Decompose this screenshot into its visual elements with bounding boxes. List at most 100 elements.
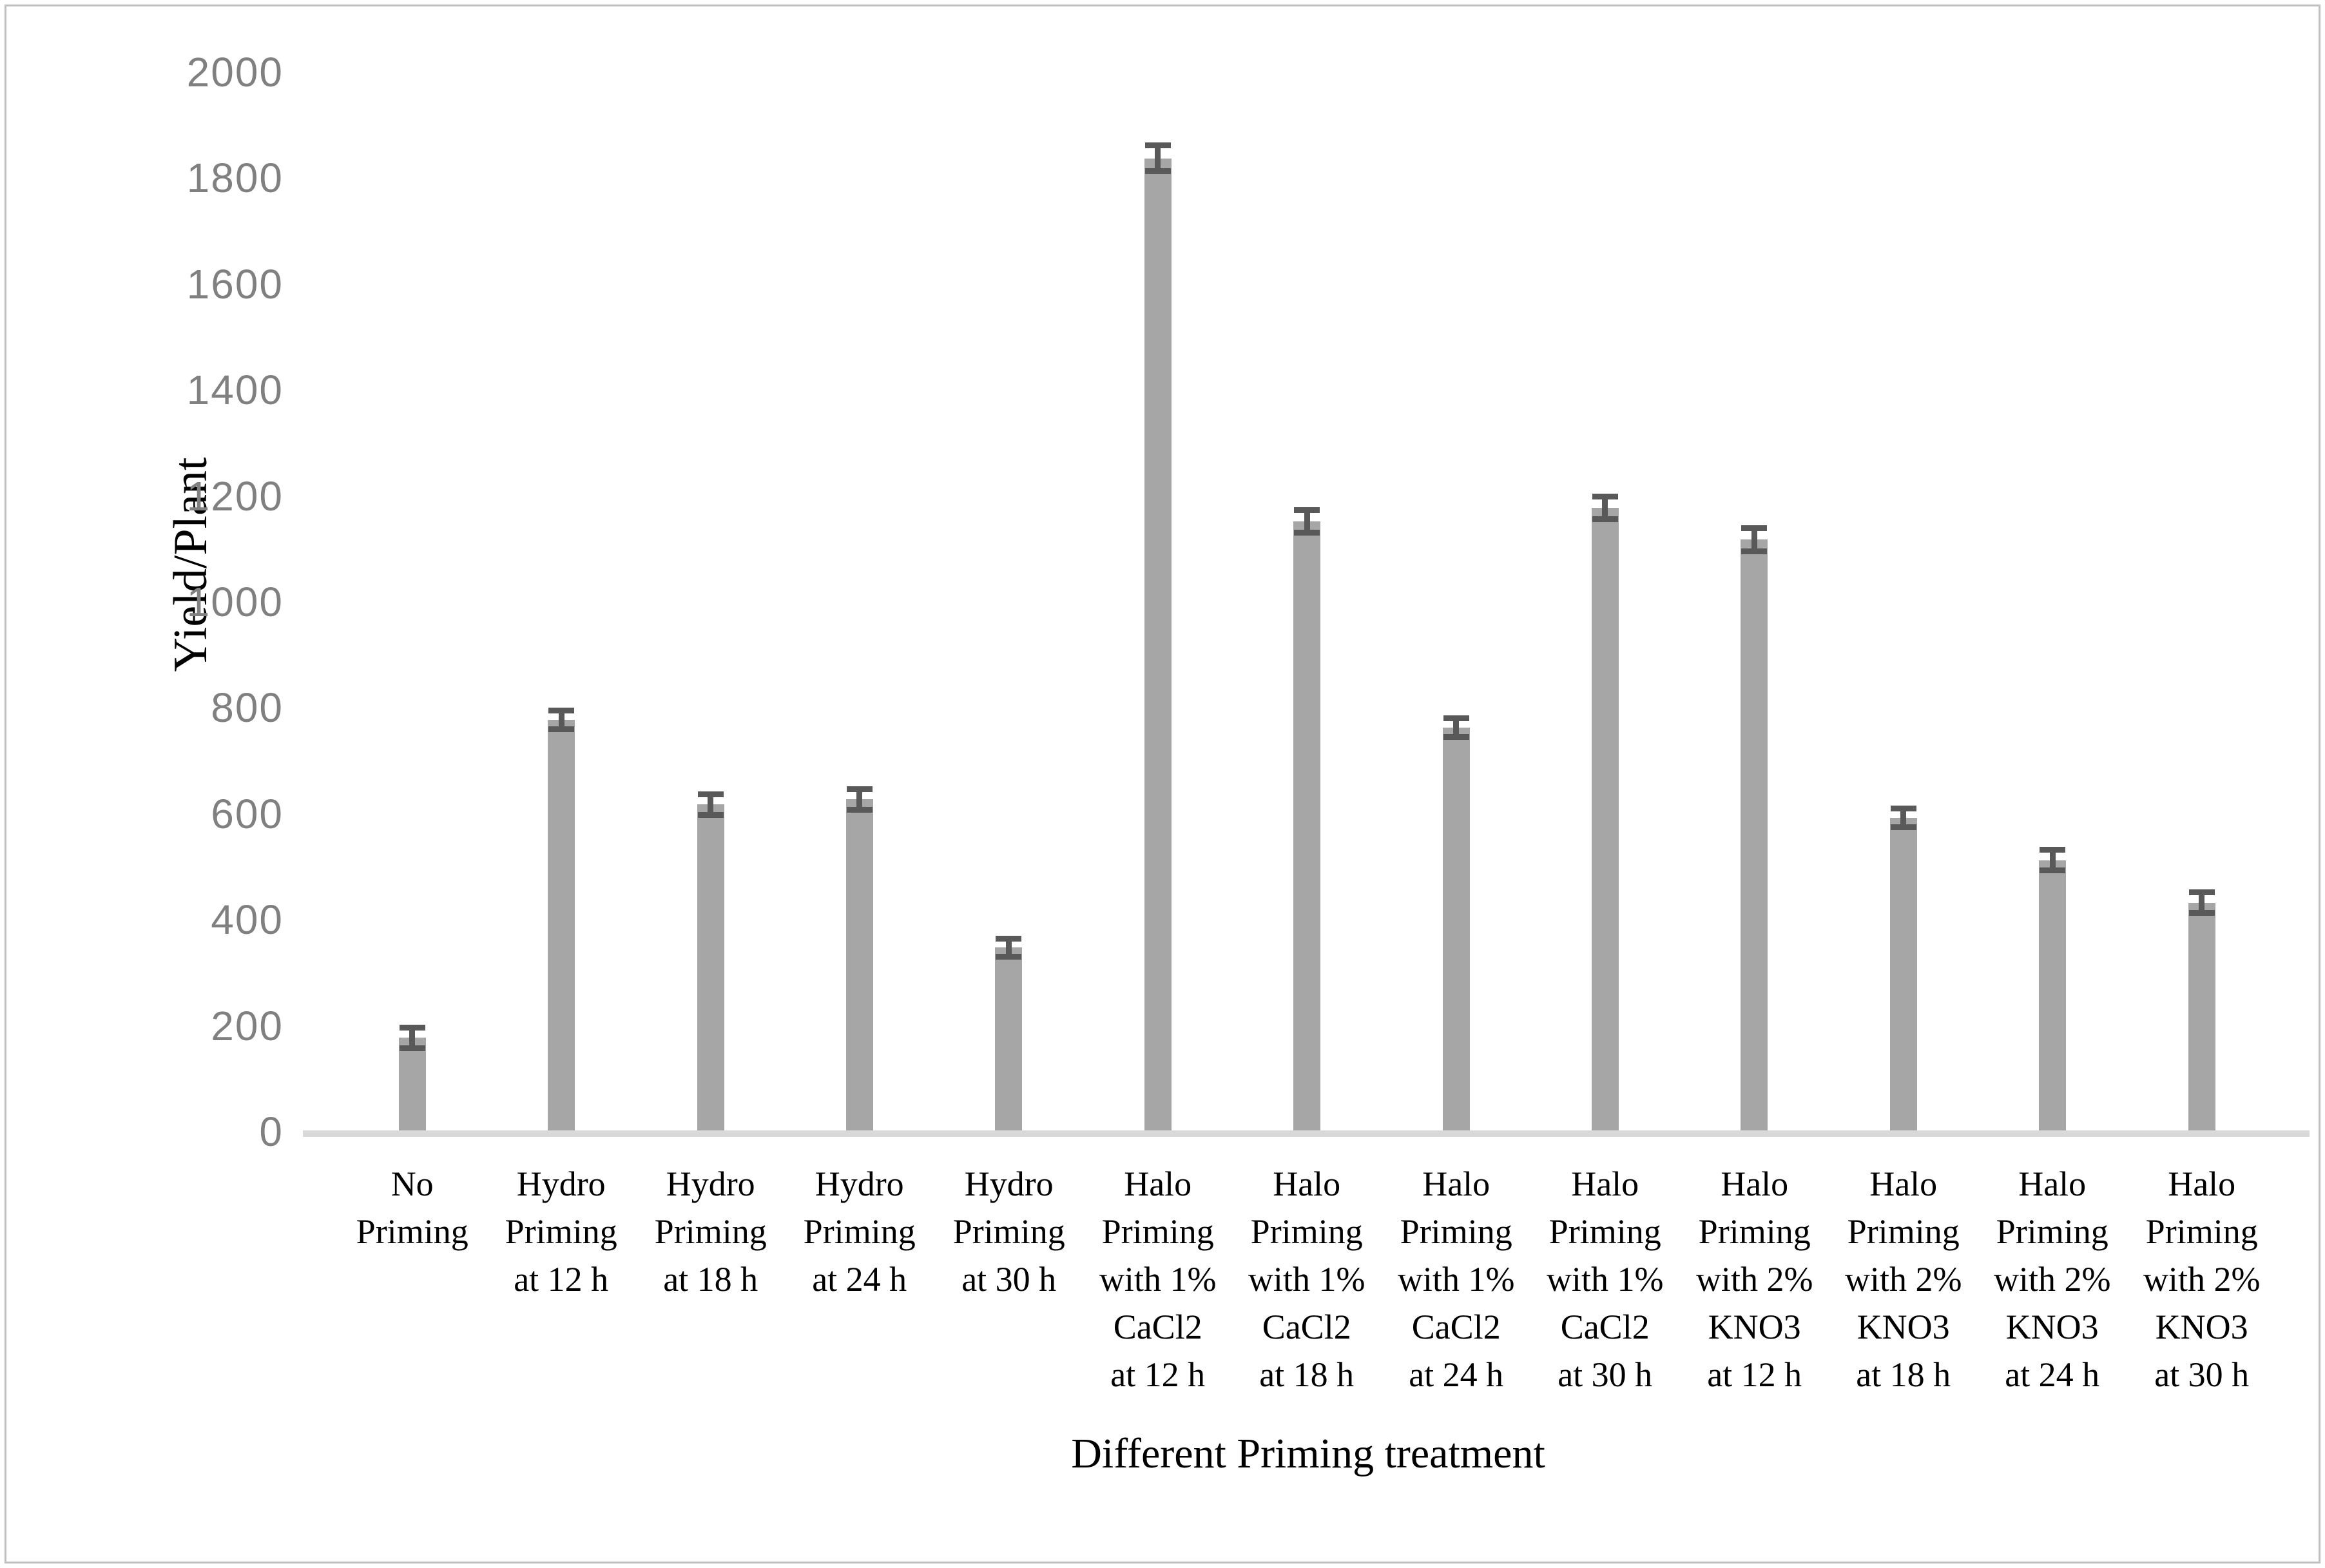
x-axis-tick-label-line: Priming — [1101, 1212, 1214, 1251]
bar — [697, 804, 724, 1130]
x-axis-line — [303, 1130, 2310, 1137]
x-axis-tick-label-line: at 18 h — [1259, 1355, 1355, 1394]
y-axis-tick-label: 400 — [211, 896, 284, 944]
error-bar-line — [1602, 496, 1608, 519]
x-axis-tick-label-line: Priming — [1698, 1212, 1811, 1251]
bar — [995, 947, 1022, 1130]
x-axis-tick-label: Hydro Priming at 30 h — [931, 1160, 1086, 1303]
x-axis-tick-label-line: at 24 h — [812, 1260, 907, 1299]
error-bar-cap-top — [1294, 507, 1320, 513]
y-axis-tick-label: 0 — [259, 1108, 284, 1155]
x-axis-tick-label-line: Priming — [1250, 1212, 1363, 1251]
x-axis-tick-label-line: at 30 h — [1558, 1355, 1653, 1394]
x-axis-tick-label-line: Hydro — [964, 1165, 1054, 1203]
error-bar-cap-top — [400, 1025, 425, 1031]
x-axis-tick-label-line: at 24 h — [2005, 1355, 2100, 1394]
x-axis-tick-label-line: No — [391, 1165, 434, 1203]
error-bar-cap-top — [1145, 142, 1171, 148]
x-axis-tick-label-line: with 2% — [2143, 1260, 2261, 1299]
y-axis-tick-label: 1400 — [186, 367, 284, 414]
x-axis-tick-label-line: Halo — [1869, 1165, 1938, 1203]
error-bar-line — [559, 710, 564, 730]
error-bar-cap-top — [698, 791, 724, 797]
x-axis-tick-label-line: with 1% — [1248, 1260, 1365, 1299]
x-axis-tick-label: Halo Priming with 1% CaCl2 at 12 h — [1080, 1160, 1235, 1399]
y-axis-tick-label: 1800 — [186, 155, 284, 202]
x-axis-tick-label: Halo Priming with 1% CaCl2 at 24 h — [1378, 1160, 1534, 1399]
error-bar-cap-top — [548, 708, 574, 713]
error-bar-cap-top — [996, 936, 1021, 942]
error-bar-cap-bottom — [1145, 168, 1171, 174]
x-axis-tick-label-line: Priming — [1548, 1212, 1661, 1251]
y-axis-tick-label: 200 — [211, 1002, 284, 1049]
x-axis-tick-label-line: KNO3 — [2005, 1308, 2099, 1346]
figure-border — [5, 5, 2320, 1563]
x-axis-tick-label: Halo Priming with 1% CaCl2 at 30 h — [1527, 1160, 1683, 1399]
x-axis-tick-label-line: at 24 h — [1409, 1355, 1504, 1394]
x-axis-tick-label-line: Halo — [1721, 1165, 1789, 1203]
y-axis-tick-label: 800 — [211, 684, 284, 731]
y-axis-tick-label: 2000 — [186, 49, 284, 95]
x-axis-tick-label-line: Priming — [505, 1212, 617, 1251]
x-axis-tick-label-line: KNO3 — [1857, 1308, 1950, 1346]
x-axis-tick-label-line: at 12 h — [1707, 1355, 1802, 1394]
bar — [1144, 159, 1172, 1130]
x-axis-tick-label-line: Priming — [952, 1212, 1065, 1251]
error-bar-cap-bottom — [1592, 516, 1618, 522]
x-axis-tick-label: Hydro Priming at 24 h — [782, 1160, 937, 1303]
x-axis-tick-label-line: Priming — [654, 1212, 767, 1251]
x-axis-tick-label: Halo Priming with 1% CaCl2 at 18 h — [1229, 1160, 1384, 1399]
bar — [1443, 728, 1470, 1130]
x-axis-tick-label-line: at 30 h — [2154, 1355, 2250, 1394]
error-bar-cap-bottom — [2040, 867, 2065, 873]
error-bar-cap-top — [847, 786, 873, 792]
error-bar-line — [1006, 938, 1012, 957]
error-bar-cap-bottom — [698, 812, 724, 818]
error-bar-cap-top — [1592, 494, 1618, 499]
error-bar-line — [856, 789, 862, 810]
error-bar-cap-bottom — [847, 807, 873, 813]
x-axis-tick-label-line: Halo — [1571, 1165, 1639, 1203]
error-bar-cap-bottom — [400, 1045, 425, 1051]
error-bar-cap-bottom — [1741, 548, 1767, 554]
bar — [846, 799, 873, 1130]
bar — [2188, 903, 2215, 1130]
error-bar-line — [1155, 145, 1161, 171]
x-axis-tick-label-line: Priming — [803, 1212, 916, 1251]
bar — [548, 720, 575, 1130]
x-axis-tick-label: Halo Priming with 2% KNO3 at 12 h — [1677, 1160, 1832, 1399]
x-axis-tick-label-line: Halo — [1273, 1165, 1341, 1203]
error-bar-line — [2199, 892, 2204, 913]
x-axis-tick-label-line: Priming — [1847, 1212, 1960, 1251]
x-axis-tick-label: Hydro Priming at 12 h — [483, 1160, 639, 1303]
x-axis-tick-label: Halo Priming with 2% KNO3 at 24 h — [1974, 1160, 2130, 1399]
error-bar-line — [2050, 849, 2056, 871]
x-axis-title: Different Priming treatment — [1071, 1430, 1545, 1477]
error-bar-cap-top — [1741, 525, 1767, 531]
x-axis-tick-label-line: CaCl2 — [1560, 1308, 1650, 1346]
x-axis-tick-label-line: Halo — [1124, 1165, 1192, 1203]
x-axis-tick-label-line: at 18 h — [663, 1260, 758, 1299]
bar — [1293, 521, 1320, 1130]
x-axis-tick-label-line: CaCl2 — [1262, 1308, 1351, 1346]
x-axis-tick-label-line: KNO3 — [1708, 1308, 1801, 1346]
x-axis-tick-label-line: at 12 h — [514, 1260, 609, 1299]
y-axis-tick-label: 1200 — [186, 472, 284, 519]
error-bar-cap-bottom — [2189, 910, 2215, 916]
x-axis-tick-label-line: with 2% — [1695, 1260, 1813, 1299]
x-axis-tick-label-line: Priming — [1400, 1212, 1512, 1251]
error-bar-cap-bottom — [548, 726, 574, 732]
error-bar-cap-bottom — [996, 954, 1021, 960]
x-axis-tick-label-line: Priming — [2145, 1212, 2258, 1251]
x-axis-tick-label-line: Halo — [2168, 1165, 2236, 1203]
x-axis-tick-label-line: with 1% — [1099, 1260, 1217, 1299]
error-bar-cap-top — [2189, 889, 2215, 895]
x-axis-tick-label: No Priming — [334, 1160, 490, 1255]
y-axis-tick-label: 1600 — [186, 260, 284, 307]
error-bar-cap-top — [1443, 715, 1469, 721]
x-axis-tick-label-line: with 2% — [1844, 1260, 1962, 1299]
error-bar-line — [708, 794, 713, 815]
x-axis-tick-label-line: Halo — [2018, 1165, 2087, 1203]
